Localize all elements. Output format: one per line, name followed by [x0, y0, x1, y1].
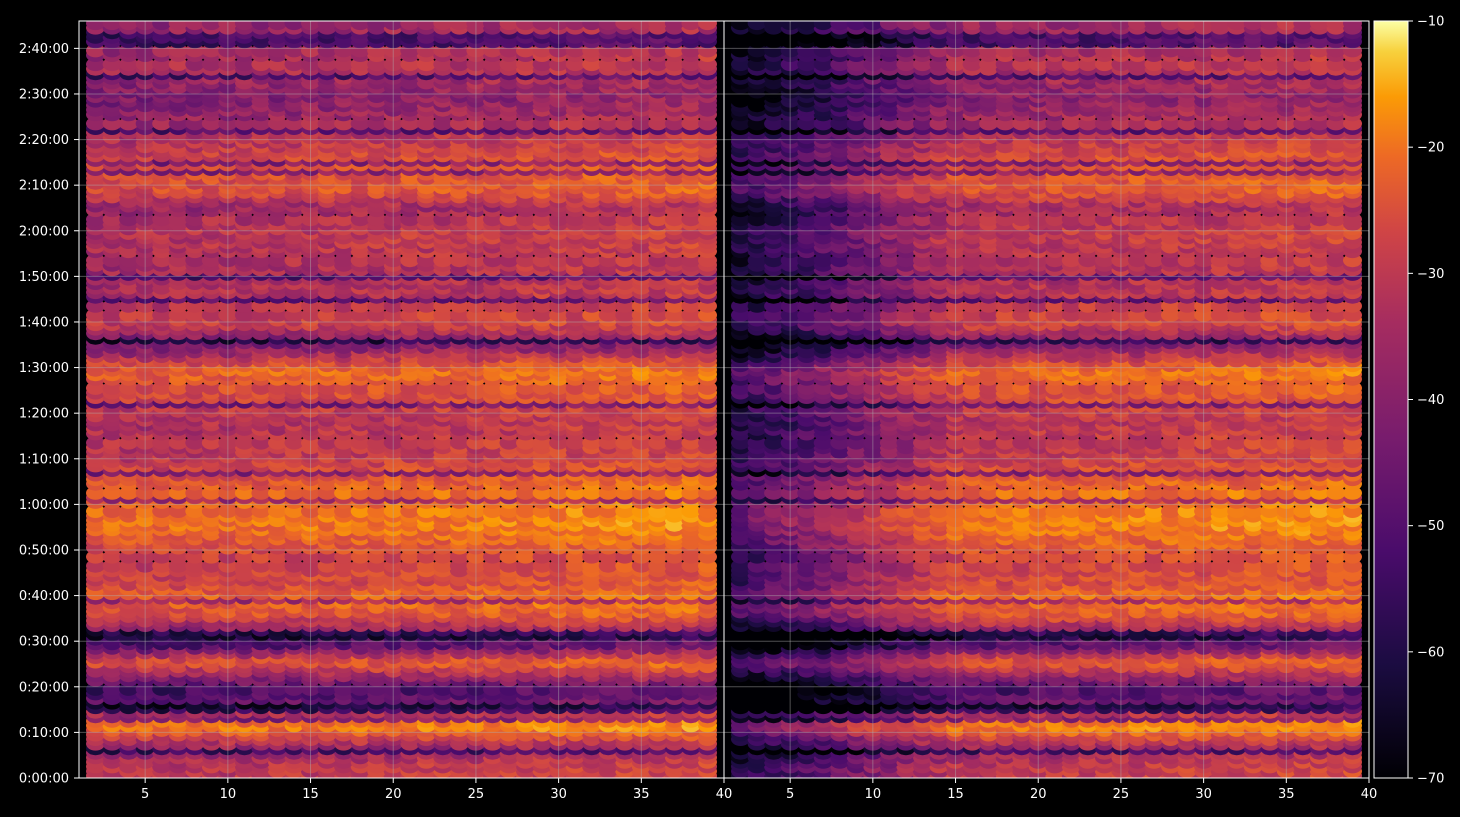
left-heatmap-panel [78, 20, 725, 779]
